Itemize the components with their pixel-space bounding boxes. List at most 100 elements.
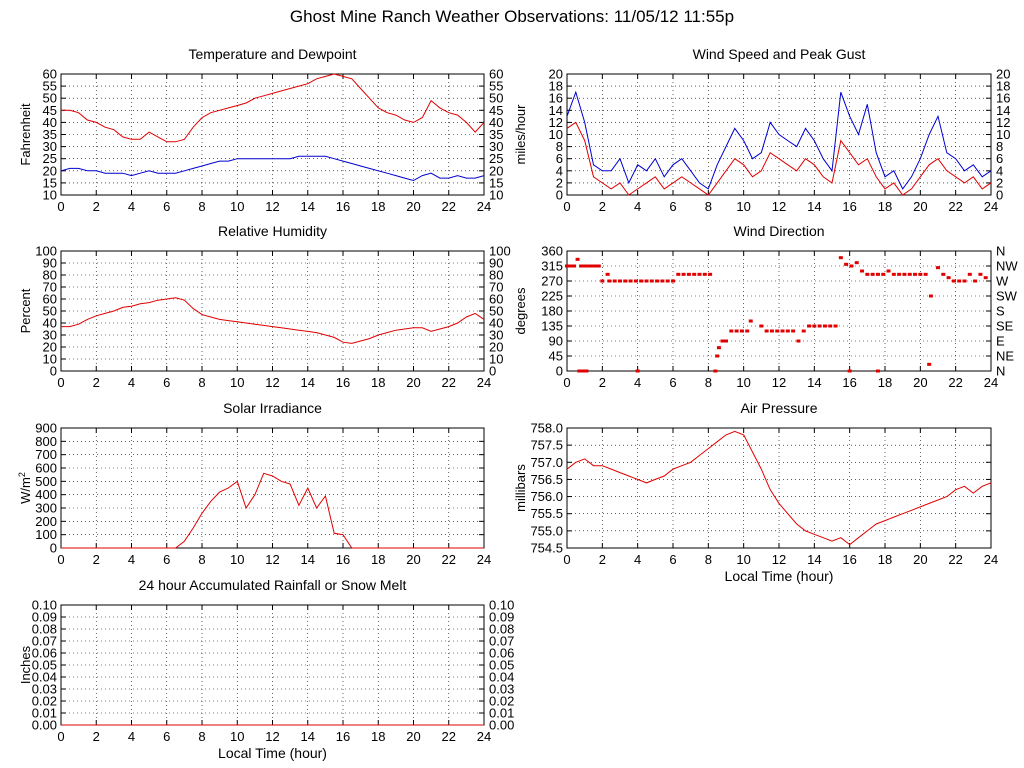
temperature-ytick-right-label: 10 — [489, 188, 503, 203]
wind-ytick-label: 8 — [556, 139, 563, 154]
direction-point — [600, 279, 605, 283]
wind-ytick-right-label: 0 — [996, 188, 1003, 203]
direction-point — [739, 329, 744, 333]
humidity-xtick-label: 8 — [198, 375, 205, 390]
direction-xtick-label: 20 — [913, 375, 927, 390]
wind-xtick-label: 24 — [984, 199, 998, 214]
solar-xtick-label: 22 — [442, 552, 456, 567]
wind-ytick-label: 20 — [549, 67, 563, 82]
rain-xtick-label: 20 — [406, 729, 420, 744]
direction-point — [983, 276, 988, 280]
rain-ylabel-text: Inches — [18, 645, 33, 684]
solar-ylabel: W/m2 — [17, 472, 33, 504]
temperature-xtick-label: 14 — [301, 199, 315, 214]
direction-point — [957, 279, 962, 283]
direction-point — [875, 369, 880, 373]
direction-point — [565, 264, 569, 268]
temperature-ytick-label: 50 — [43, 91, 57, 106]
direction-xtick-label: 22 — [948, 375, 962, 390]
humidity-ytick-right-label: 50 — [489, 304, 503, 319]
direction-point — [639, 279, 644, 283]
wind-ytick-label: 6 — [556, 151, 563, 166]
rain-xtick-label: 6 — [163, 729, 170, 744]
temperature-ytick-right-label: 55 — [489, 79, 503, 94]
wind-xtick-label: 6 — [669, 199, 676, 214]
wind-ytick-right-label: 4 — [996, 163, 1003, 178]
temperature-ytick-right-label: 15 — [489, 175, 503, 190]
direction-point — [849, 264, 854, 268]
direction-xtick-label: 4 — [634, 375, 641, 390]
temperature-ytick-right-label: 50 — [489, 91, 503, 106]
wind-series-line — [566, 90, 992, 190]
wind-xtick-label: 14 — [807, 199, 821, 214]
rain-ytick-label: 0.09 — [32, 610, 57, 625]
direction-point — [785, 329, 790, 333]
rain-xtick-label: 16 — [336, 729, 350, 744]
temperature-ytick-right-label: 45 — [489, 103, 503, 118]
direction-point — [568, 264, 573, 268]
direction-ytick-label: 90 — [549, 334, 563, 349]
pressure-xtick-label: 4 — [634, 552, 641, 567]
pressure-xtick-label: 6 — [669, 552, 676, 567]
direction-xtick-label: 14 — [807, 375, 821, 390]
solar-xtick-label: 14 — [301, 552, 315, 567]
direction-ytick-right-label: NE — [996, 349, 1014, 364]
direction-point — [881, 272, 886, 276]
temperature-ytick-right-label: 40 — [489, 115, 503, 130]
direction-ytick-right-label: SW — [996, 289, 1018, 304]
direction-ytick-right-label: N — [996, 244, 1005, 259]
wind-ytick-label: 2 — [556, 175, 563, 190]
humidity-ytick-right-label: 10 — [489, 352, 503, 367]
direction-point — [812, 324, 817, 328]
direction-point — [593, 264, 598, 268]
direction-point — [671, 279, 675, 283]
direction-point — [927, 362, 932, 366]
wind-ylabel-text: miles/hour — [513, 104, 528, 165]
direction-point — [962, 279, 967, 283]
humidity-xtick-label: 2 — [93, 375, 100, 390]
direction-ytick-right-label: W — [996, 274, 1009, 289]
direction-xtick-label: 12 — [772, 375, 786, 390]
wind-xtick-label: 12 — [772, 199, 786, 214]
direction-point — [586, 264, 591, 268]
humidity-ytick-right-label: 90 — [489, 256, 503, 271]
pressure-xtick-label: 18 — [878, 552, 892, 567]
humidity-ytick-right-label: 0 — [489, 364, 496, 379]
wind-xtick-label: 20 — [913, 199, 927, 214]
direction-point — [572, 264, 577, 268]
temperature-xtick-label: 20 — [406, 199, 420, 214]
direction-point — [692, 272, 697, 276]
rain-xtick-label: 22 — [442, 729, 456, 744]
temperature-xtick-label: 18 — [371, 199, 385, 214]
direction-point — [807, 324, 812, 328]
rain-title: 24 hour Accumulated Rainfall or Snow Mel… — [139, 577, 407, 593]
pressure-ytick-label: 755.5 — [530, 506, 563, 521]
rain-ytick-label: 0.06 — [32, 646, 57, 661]
direction-point — [665, 279, 670, 283]
direction-point — [860, 269, 865, 273]
direction-point — [618, 279, 622, 283]
direction-point — [697, 272, 702, 276]
direction-point — [628, 279, 633, 283]
direction-point — [635, 369, 640, 373]
humidity-xtick-label: 12 — [265, 375, 279, 390]
direction-point — [686, 272, 691, 276]
direction-point — [607, 279, 612, 283]
temperature-ytick-right-label: 25 — [489, 151, 503, 166]
direction-point — [796, 339, 801, 343]
wind-series-line — [566, 121, 992, 196]
direction-point — [918, 272, 923, 276]
direction-point — [865, 272, 870, 276]
direction-xtick-label: 2 — [599, 375, 606, 390]
pressure-xtick-label: 12 — [772, 552, 786, 567]
solar-ytick-label: 200 — [35, 514, 57, 529]
solar-title: Solar Irradiance — [223, 400, 322, 416]
wind-ytick-right-label: 18 — [996, 79, 1010, 94]
wind-xtick-label: 4 — [634, 199, 641, 214]
solar-xtick-label: 18 — [371, 552, 385, 567]
temperature-ytick-right-label: 35 — [489, 127, 503, 142]
temperature-ytick-label: 30 — [43, 139, 57, 154]
rain-chart: 24 hour Accumulated Rainfall or Snow Mel… — [18, 577, 514, 761]
